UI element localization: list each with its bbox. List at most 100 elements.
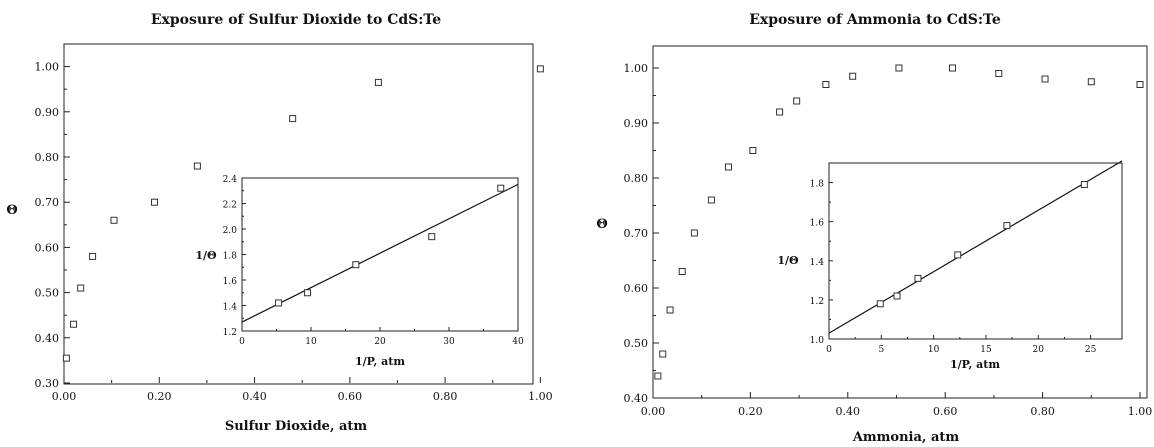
right-data-point xyxy=(749,147,757,154)
left-inset-y-tick-label: 1.2 xyxy=(223,328,237,338)
left-inset-y-tick-label: 2.0 xyxy=(223,226,238,236)
right-inset-data-points xyxy=(876,181,1088,308)
right-inset-chart: 1.0 1.2 1.4 1.6 1.8 0 5 10 15 20 25 1/Θ 1/P, atm xyxy=(777,160,1123,371)
left-inset-x-ticks: 0 10 20 30 40 xyxy=(239,327,524,347)
right-x-ticks: 0.00 0.20 0.40 0.60 0.80 1.00 xyxy=(641,392,1153,418)
right-data-point xyxy=(995,70,1003,77)
right-data-point xyxy=(724,163,732,171)
left-inset-y-axis-label: 1/Θ xyxy=(195,249,217,262)
right-data-point xyxy=(666,306,674,314)
right-inset-y-tick-label: 1.2 xyxy=(810,297,824,307)
left-inset-y-ticks: 1.2 1.4 1.6 1.8 2.0 2.2 2.4 xyxy=(223,175,246,338)
right-data-point xyxy=(949,64,957,72)
left-inset-y-tick-label: 1.4 xyxy=(223,303,238,313)
left-y-axis-label: Θ xyxy=(6,203,17,218)
left-x-tick-label: 0.60 xyxy=(338,390,363,403)
left-data-point xyxy=(374,78,382,86)
left-data-point xyxy=(151,198,159,206)
right-inset-x-tick-label: 15 xyxy=(980,345,992,355)
left-chart: Exposure of Sulfur Dioxide to CdS:Te 0.3… xyxy=(6,12,552,434)
left-y-tick-label: 0.30 xyxy=(35,377,60,390)
right-plot-frame xyxy=(652,45,1148,399)
right-y-axis-label: Θ xyxy=(596,217,607,232)
right-inset-x-tick-label: 0 xyxy=(826,345,832,355)
left-plot-frame xyxy=(63,43,534,385)
right-inset-x-ticks: 0 5 10 15 20 25 xyxy=(826,335,1097,355)
right-x-tick-label: 0.80 xyxy=(1030,405,1055,418)
left-x-tick-label: 1.00 xyxy=(528,390,553,403)
left-data-points xyxy=(62,65,544,362)
left-inset-data-points xyxy=(275,184,505,307)
left-x-ticks: 0.00 0.20 0.40 0.60 0.80 1.00 xyxy=(52,377,553,403)
right-data-point xyxy=(654,372,662,380)
left-inset-x-tick-label: 30 xyxy=(443,337,455,347)
right-x-tick-label: 1.00 xyxy=(1128,405,1153,418)
right-y-tick-label: 0.80 xyxy=(624,172,649,185)
right-data-point xyxy=(895,64,903,72)
right-data-point xyxy=(1087,78,1095,86)
left-y-tick-label: 0.70 xyxy=(35,196,60,209)
left-data-point xyxy=(289,115,297,123)
right-data-point xyxy=(822,81,830,88)
right-inset-x-axis-label: 1/P, atm xyxy=(950,358,1000,371)
left-data-point xyxy=(193,162,201,170)
right-y-tick-label: 0.60 xyxy=(624,282,649,295)
right-inset-y-axis-label: 1/Θ xyxy=(777,254,799,267)
right-inset-data-point xyxy=(893,292,901,300)
right-y-tick-label: 0.40 xyxy=(624,392,649,405)
right-inset-x-tick-label: 5 xyxy=(878,345,884,355)
right-y-tick-label: 0.70 xyxy=(624,227,649,240)
left-inset-fit-line xyxy=(241,183,519,323)
left-inset-x-tick-label: 10 xyxy=(305,337,317,347)
right-inset-y-ticks: 1.0 1.2 1.4 1.6 1.8 xyxy=(810,180,833,346)
left-data-point xyxy=(110,216,118,224)
left-x-tick-label: 0.20 xyxy=(147,390,172,403)
left-x-tick-label: 0.80 xyxy=(433,390,458,403)
left-inset-y-tick-label: 1.8 xyxy=(223,252,238,262)
left-x-axis-label: Sulfur Dioxide, atm xyxy=(225,419,368,434)
right-data-point xyxy=(690,229,698,237)
right-y-tick-label: 0.90 xyxy=(624,117,649,130)
left-inset-frame xyxy=(241,177,519,332)
right-inset-y-tick-label: 1.6 xyxy=(810,219,825,229)
right-x-tick-label: 0.40 xyxy=(836,405,861,418)
left-inset-x-axis-label: 1/P, atm xyxy=(355,355,405,368)
left-inset-y-tick-label: 1.6 xyxy=(223,277,238,287)
left-inset-y-tick-label: 2.4 xyxy=(223,175,238,185)
left-y-tick-label: 0.50 xyxy=(35,287,60,300)
right-y-ticks: 0.40 0.50 0.60 0.70 0.80 0.90 1.00 xyxy=(624,62,659,405)
right-data-point xyxy=(678,268,686,275)
right-inset-data-point xyxy=(1003,222,1011,230)
right-data-point xyxy=(1041,75,1049,83)
right-x-axis-label: Ammonia, atm xyxy=(852,430,960,445)
left-data-point xyxy=(89,252,97,260)
left-inset-x-tick-label: 20 xyxy=(374,337,386,347)
left-inset-data-point xyxy=(275,299,283,307)
right-data-point xyxy=(1136,81,1144,88)
right-inset-frame xyxy=(828,162,1123,340)
right-y-tick-label: 1.00 xyxy=(624,62,649,75)
left-x-tick-label: 0.40 xyxy=(242,390,267,403)
left-inset-y-tick-label: 2.2 xyxy=(223,201,237,211)
right-inset-y-tick-label: 1.4 xyxy=(810,258,825,268)
left-inset-data-point xyxy=(428,233,436,241)
left-inset-x-tick-label: 0 xyxy=(239,337,245,347)
left-inset-chart: 1.2 1.4 1.6 1.8 2.0 2.2 2.4 0 10 20 30 40 1/Θ 1/P,… xyxy=(195,175,524,368)
left-chart-title: Exposure of Sulfur Dioxide to CdS:Te xyxy=(151,12,441,28)
right-data-points xyxy=(654,64,1144,380)
right-inset-data-point xyxy=(1080,181,1088,189)
right-data-point xyxy=(776,108,784,116)
right-inset-x-tick-label: 10 xyxy=(928,345,940,355)
left-y-tick-label: 0.80 xyxy=(35,151,60,164)
right-inset-y-tick-label: 1.8 xyxy=(810,180,825,190)
left-y-tick-label: 0.90 xyxy=(35,106,60,119)
right-inset-y-tick-label: 1.0 xyxy=(810,336,825,346)
right-data-point xyxy=(793,97,801,105)
right-x-tick-label: 0.00 xyxy=(641,405,666,418)
right-data-point xyxy=(849,72,857,80)
left-inset-data-point xyxy=(304,289,312,297)
right-inset-x-tick-label: 25 xyxy=(1085,345,1097,355)
left-inset-data-point xyxy=(497,184,505,192)
right-data-point xyxy=(707,196,715,204)
